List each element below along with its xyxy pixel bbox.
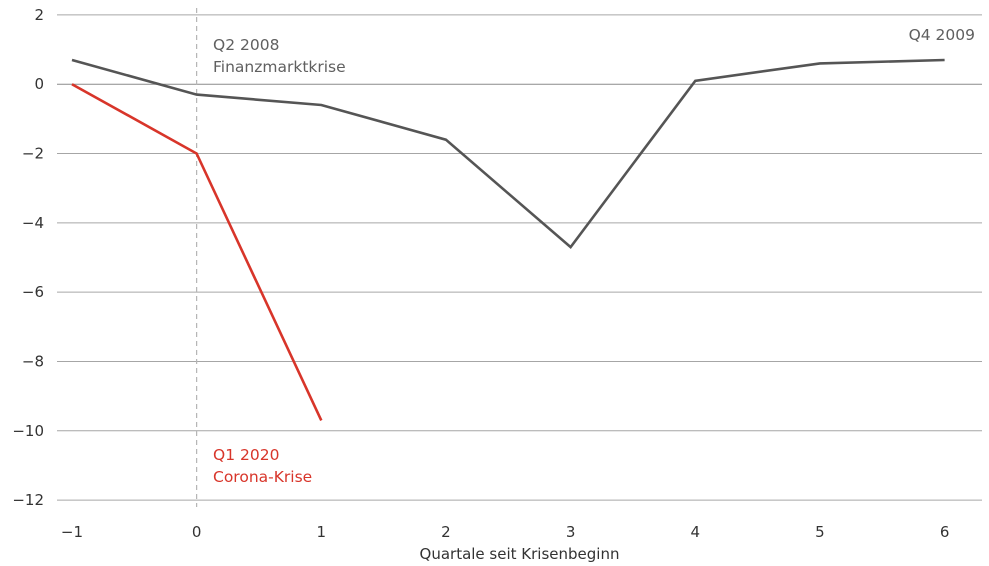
x-tick-label: 3 xyxy=(566,523,576,541)
x-axis-label: Quartale seit Krisenbeginn xyxy=(420,545,620,563)
x-tick-label: 4 xyxy=(691,523,701,541)
annotation-q4: Q4 2009 xyxy=(909,26,975,44)
grid-lines xyxy=(57,14,982,501)
x-axis-tick-labels: −1 0 1 2 3 4 5 6 xyxy=(61,523,949,541)
y-tick-label: −8 xyxy=(22,352,44,370)
y-tick-label: −6 xyxy=(22,283,44,301)
y-tick-label: 0 xyxy=(34,75,44,93)
annotation-fin: Finanzmarktkrise xyxy=(213,58,346,76)
x-tick-label: −1 xyxy=(61,523,83,541)
y-tick-label: −10 xyxy=(12,422,44,440)
series-layer xyxy=(71,58,945,421)
y-tick-label: 2 xyxy=(34,6,44,24)
y-tick-label: −12 xyxy=(12,491,44,509)
y-tick-label: −2 xyxy=(22,145,44,163)
annotations: Q2 2008 Finanzmarktkrise Q4 2009 Q1 2020 Cor… xyxy=(213,26,975,486)
annotation-corona: Q1 2020 xyxy=(213,446,279,464)
x-tick-label: 0 xyxy=(192,523,202,541)
y-tick-label: −4 xyxy=(22,214,44,232)
y-axis-tick-labels: 2 0 −2 −4 −6 −8 −10 −12 xyxy=(12,6,44,509)
x-tick-label: 1 xyxy=(317,523,327,541)
annotation-fin: Q2 2008 xyxy=(213,36,279,54)
x-tick-label: 5 xyxy=(815,523,825,541)
series-line-finanzmarktkrise xyxy=(71,58,945,249)
annotation-corona: Corona-Krise xyxy=(213,468,312,486)
x-tick-label: 2 xyxy=(441,523,451,541)
x-tick-label: 6 xyxy=(940,523,950,541)
